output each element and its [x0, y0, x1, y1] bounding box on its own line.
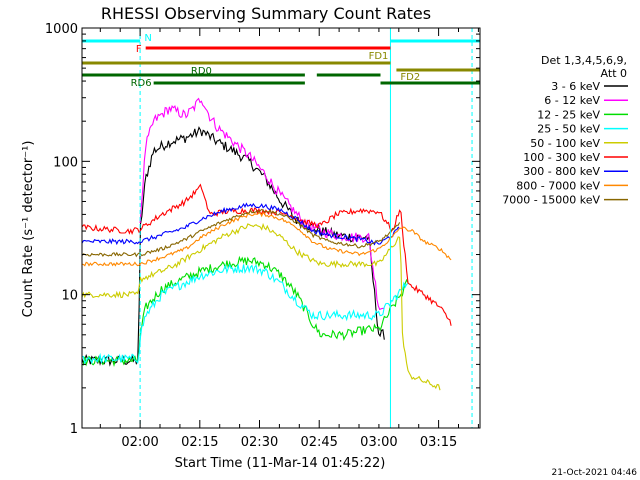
series-line-7000-15000-kev — [82, 208, 401, 258]
legend-header-line2: Att 0 — [601, 67, 627, 80]
x-tick-label: 03:15 — [420, 435, 457, 450]
legend-header-line1: Det 1,3,4,5,6,9, — [541, 54, 627, 67]
series-line-50-100-kev — [82, 222, 441, 391]
plot-frame — [81, 27, 481, 429]
flag-label-fd2: FD2 — [400, 72, 420, 83]
flag-label-rd0: RD0 — [191, 66, 212, 77]
legend-label-25-50-kev: 25 - 50 keV — [537, 123, 600, 136]
legend-label-300-800-kev: 300 - 800 keV — [523, 165, 600, 178]
series-line-300-800-kev — [82, 202, 401, 246]
series-group — [82, 97, 452, 391]
flag-bars: NF FD1 FD2 RD0 RD6 — [82, 33, 480, 89]
flag-label-fd1: FD1 — [369, 51, 389, 62]
x-tick-label: 02:45 — [300, 435, 337, 450]
series-line-25-50-kev — [82, 263, 409, 365]
legend-label-6-12-kev: 6 - 12 keV — [544, 94, 600, 107]
y-tick-label: 1000 — [45, 22, 78, 37]
flag-label-n: N — [144, 33, 151, 44]
legend-label-800-7000-kev: 800 - 7000 keV — [516, 179, 600, 192]
y-axis-label: Count Rate (s⁻¹ detector⁻¹) — [21, 141, 36, 318]
y-tick-label: 1 — [70, 422, 78, 437]
x-tick-label: 02:00 — [121, 435, 158, 450]
legend-label-12-25-kev: 12 - 25 keV — [537, 108, 600, 121]
legend-label-50-100-kev: 50 - 100 keV — [530, 137, 600, 150]
legend-label-7000-15000-kev: 7000 - 15000 keV — [502, 194, 600, 207]
legend-label-3-6-kev: 3 - 6 keV — [551, 80, 600, 93]
plot-area — [82, 28, 473, 428]
x-tick-label: 02:30 — [241, 435, 278, 450]
flag-label-rd6: RD6 — [131, 78, 152, 89]
axes: 1 10 100 1000 02:00 02:15 02:30 02:45 03:00 03:15 — [45, 22, 481, 450]
legend-label-100-300-kev: 100 - 300 keV — [523, 151, 600, 164]
footer-timestamp: 21-Oct-2021 04:46 — [552, 468, 638, 478]
x-tick-label: 03:00 — [360, 435, 397, 450]
x-tick-label: 02:15 — [181, 435, 218, 450]
flag-label-f: F — [136, 44, 142, 55]
series-line-3-6-kev — [82, 126, 385, 367]
chart-title: RHESSI Observing Summary Count Rates — [101, 4, 431, 23]
series-line-800-7000-kev — [82, 211, 452, 267]
x-axis-label: Start Time (11-Mar-14 01:45:22) — [175, 456, 386, 471]
y-tick-label: 100 — [53, 155, 78, 170]
y-tick-label: 10 — [61, 289, 78, 304]
